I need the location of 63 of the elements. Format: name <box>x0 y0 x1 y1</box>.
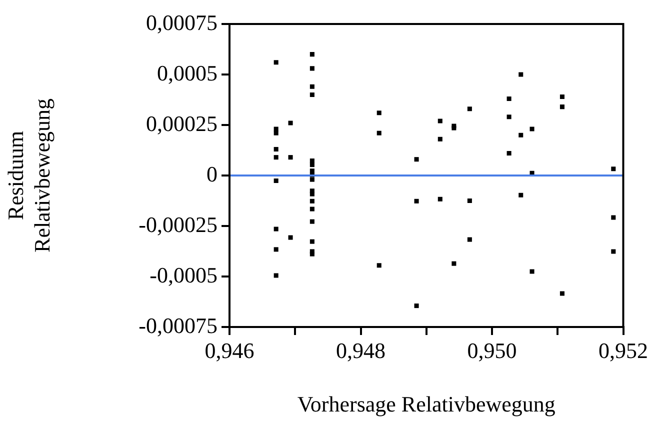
point <box>310 219 314 224</box>
point <box>310 252 314 256</box>
y-tick-label: 0,0005 <box>157 60 218 86</box>
y-tick-label: 0,00025 <box>146 110 218 136</box>
point <box>438 118 442 124</box>
x-tick-label: 0,948 <box>336 338 386 363</box>
point <box>518 192 524 198</box>
y-tick-label: -0,00075 <box>138 312 218 338</box>
point <box>414 157 419 162</box>
point <box>467 237 472 242</box>
point <box>288 235 293 240</box>
point <box>310 66 314 71</box>
point <box>414 198 419 204</box>
point <box>611 249 616 254</box>
point <box>530 126 534 132</box>
x-axis-title: Vorhersage Relativbewegung <box>297 392 556 417</box>
x-tick-label: 0,950 <box>467 338 517 363</box>
y-tick-label: 0 <box>206 161 218 186</box>
point <box>310 239 314 244</box>
point <box>518 132 524 138</box>
point <box>506 114 512 120</box>
point <box>560 94 564 99</box>
point <box>288 155 293 160</box>
point <box>288 120 293 126</box>
point <box>438 196 442 202</box>
point <box>274 130 278 136</box>
point <box>310 192 314 196</box>
x-tick-label: 0,952 <box>598 338 648 363</box>
point <box>310 52 314 57</box>
point <box>274 178 278 184</box>
point <box>414 304 419 308</box>
point <box>274 155 278 160</box>
point <box>274 273 278 278</box>
point <box>376 263 382 268</box>
y-axis-title: Residuum Relativbewegung <box>2 98 54 252</box>
point <box>310 206 314 212</box>
point <box>506 151 512 156</box>
point <box>310 177 314 182</box>
point <box>452 261 456 266</box>
point <box>560 291 564 296</box>
point <box>518 72 524 77</box>
point <box>274 146 278 152</box>
point <box>611 215 616 220</box>
point <box>274 247 278 252</box>
y-tick-label: -0,0005 <box>150 262 218 288</box>
point <box>376 110 382 116</box>
point <box>274 226 278 232</box>
point <box>274 60 278 65</box>
point <box>376 130 382 136</box>
x-tick-label: 0,946 <box>204 338 254 363</box>
point <box>560 104 564 110</box>
y-tick-label: 0,00075 <box>146 10 218 35</box>
point <box>467 106 472 112</box>
point <box>438 136 442 142</box>
point <box>506 96 512 102</box>
point <box>310 84 314 89</box>
point <box>310 162 314 168</box>
point <box>310 198 314 204</box>
point <box>611 166 616 172</box>
y-tick-label: -0,00025 <box>138 212 218 237</box>
point <box>310 92 314 97</box>
point <box>530 269 534 274</box>
point <box>467 198 472 204</box>
